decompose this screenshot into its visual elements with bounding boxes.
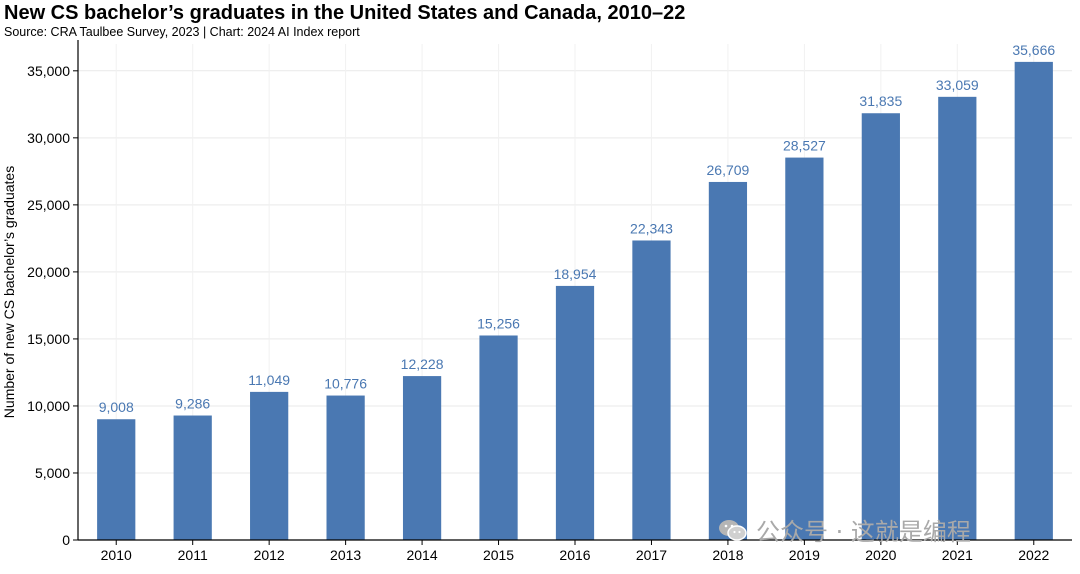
- bar: [402, 376, 442, 540]
- x-tick-label: 2021: [942, 547, 973, 563]
- x-tick-label: 2014: [406, 547, 437, 563]
- bar: [173, 415, 212, 540]
- data-label: 10,776: [324, 376, 367, 392]
- y-tick-label: 35,000: [27, 63, 70, 79]
- bar: [250, 391, 289, 540]
- data-label: 26,709: [707, 162, 750, 178]
- bar: [97, 419, 136, 540]
- x-tick-label: 2011: [178, 547, 208, 563]
- bar: [555, 285, 595, 540]
- wechat-icon: [718, 518, 748, 542]
- bar: [326, 395, 365, 540]
- bar: [1014, 61, 1053, 540]
- bars: [97, 61, 1053, 541]
- bar: [632, 240, 671, 540]
- x-tick-label: 2020: [865, 547, 896, 563]
- y-tick-label: 30,000: [27, 130, 70, 146]
- y-tick-label: 25,000: [27, 197, 70, 213]
- data-label: 9,008: [99, 399, 134, 415]
- data-labels: 9,008 9,286 11,049 10,776 12,228 15,256 18,954…: [99, 42, 1056, 415]
- y-tick-label: 0: [62, 532, 70, 548]
- data-label: 18,954: [554, 266, 597, 282]
- x-tick-label: 2015: [483, 547, 514, 563]
- data-label: 31,835: [859, 93, 902, 109]
- x-tick-label: 2013: [330, 547, 361, 563]
- bar: [938, 96, 977, 541]
- x-tick-label: 2016: [559, 547, 590, 563]
- data-label: 11,049: [248, 372, 290, 388]
- x-tick-label: 2017: [636, 547, 667, 563]
- chart-subtitle: Source: CRA Taulbee Survey, 2023 | Chart…: [4, 25, 360, 39]
- data-label: 15,256: [477, 315, 520, 331]
- y-axis-label: Number of new CS bachelor’s graduates: [1, 166, 17, 418]
- data-label: 33,059: [936, 77, 979, 93]
- data-label: 12,228: [401, 356, 444, 372]
- watermark-text: 公众号 · 这就是编程: [756, 518, 971, 546]
- y-tick-label: 10,000: [27, 398, 70, 414]
- bar: [708, 181, 748, 541]
- x-tick-label: 2019: [789, 547, 820, 563]
- bar: [785, 157, 824, 541]
- x-tick-label: 2012: [254, 547, 285, 563]
- chart-title: New CS bachelor’s graduates in the Unite…: [4, 2, 686, 24]
- data-label: 28,527: [783, 138, 826, 154]
- bar: [861, 113, 900, 540]
- x-tick-label: 2018: [712, 547, 743, 563]
- data-label: 22,343: [630, 220, 673, 236]
- bar: [479, 335, 518, 540]
- y-tick-label: 20,000: [27, 264, 70, 280]
- x-tick-label: 2022: [1018, 547, 1049, 563]
- data-label: 35,666: [1012, 42, 1055, 58]
- axes: 0 5,000 10,000 15,000 20,000 25,000 30,000 35,0…: [27, 40, 1072, 563]
- y-tick-label: 5,000: [35, 465, 70, 481]
- x-tick-label: 2010: [101, 547, 132, 563]
- data-label: 9,286: [175, 396, 210, 412]
- y-tick-label: 15,000: [27, 331, 70, 347]
- watermark: 公众号 · 这就是编程: [718, 512, 971, 547]
